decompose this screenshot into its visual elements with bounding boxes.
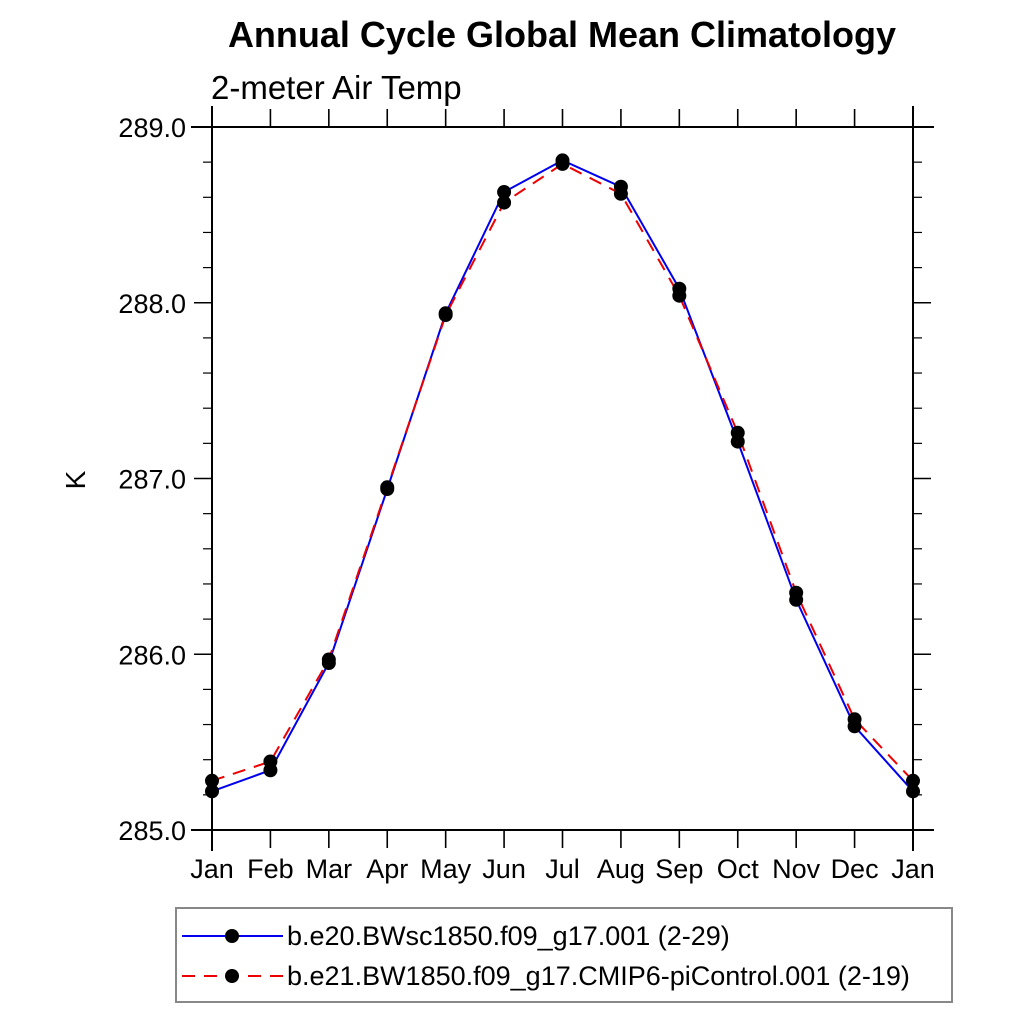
legend-marker-dot: [225, 929, 239, 943]
data-point-marker: [613, 186, 628, 201]
y-axis-label: K: [60, 470, 91, 489]
chart-subtitle: 2-meter Air Temp: [211, 69, 462, 106]
legend-box: [175, 907, 953, 1003]
data-point-marker: [497, 195, 512, 210]
x-tick-label: Jan: [190, 854, 234, 884]
data-point-marker: [906, 784, 920, 799]
x-tick-label: Sep: [655, 854, 703, 884]
data-point-marker: [321, 652, 336, 667]
series-line-1: [211, 159, 914, 793]
y-tick-label: 286.0: [118, 640, 186, 670]
x-tick-labels: Jan Feb Mar Apr May Jun Jul Aug Sep Oct Nov Dec Jan: [190, 854, 935, 884]
data-point-marker: [380, 480, 395, 495]
series-line-2: [211, 162, 914, 782]
legend: b.e20.BWsc1850.f09_g17.001 (2-29) b.e21.…: [175, 907, 953, 1003]
data-point-marker: [497, 185, 512, 200]
data-point-marker: [847, 712, 862, 727]
x-tick-label: Aug: [597, 854, 645, 884]
y-tick-label: 287.0: [118, 465, 186, 495]
axes: [191, 106, 934, 851]
legend-label-series-1: b.e20.BWsc1850.f09_g17.001 (2-29): [287, 921, 730, 951]
data-point-marker: [906, 773, 920, 788]
x-tick-label: Mar: [306, 854, 353, 884]
chart-title: Annual Cycle Global Mean Climatology: [228, 14, 896, 55]
data-point-marker: [672, 288, 687, 303]
x-tick-label: Feb: [247, 854, 294, 884]
x-tick-label: Oct: [717, 854, 760, 884]
y-tick-label: 289.0: [118, 113, 186, 143]
data-point-marker: [263, 754, 278, 769]
data-point-marker: [438, 308, 453, 323]
tick-marks: [194, 109, 931, 848]
x-tick-label: Jan: [891, 854, 935, 884]
data-point-marker: [205, 773, 219, 788]
x-tick-label: Dec: [831, 854, 879, 884]
y-tick-labels: 285.0 286.0 287.0 288.0 289.0: [118, 113, 186, 846]
data-point-marker: [789, 585, 804, 600]
legend-label-series-2: b.e21.BW1850.f09_g17.CMIP6-piControl.001…: [287, 961, 910, 991]
data-point-marker: [205, 784, 219, 799]
data-point-marker: [730, 425, 745, 440]
data-series: [205, 153, 920, 799]
y-tick-label: 285.0: [118, 816, 186, 846]
y-tick-label: 288.0: [118, 289, 186, 319]
x-tick-label: Jun: [482, 854, 526, 884]
legend-marker-dot: [225, 969, 239, 983]
x-tick-label: May: [420, 854, 472, 884]
x-tick-label: Nov: [772, 854, 821, 884]
data-point-marker: [555, 156, 570, 171]
x-tick-label: Jul: [545, 854, 580, 884]
x-tick-label: Apr: [366, 854, 408, 884]
